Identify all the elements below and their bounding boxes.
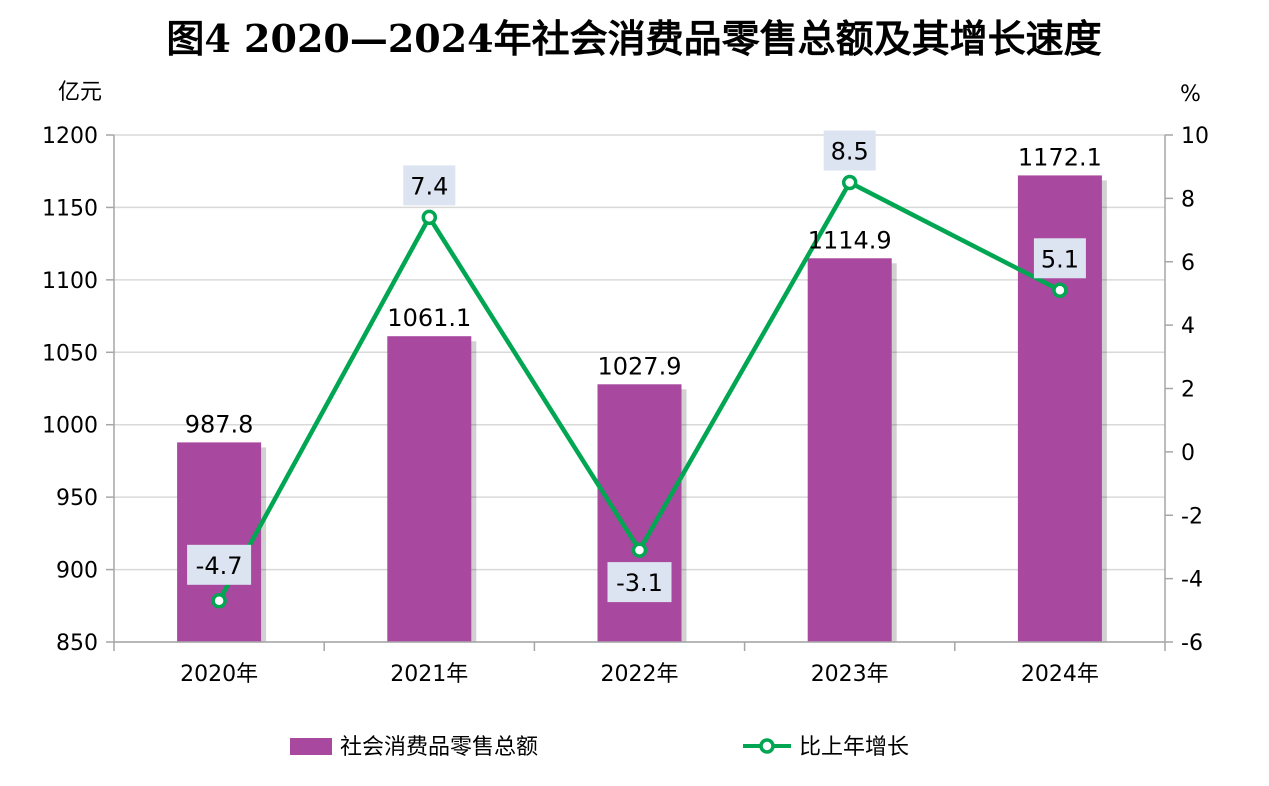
data-labels: 987.8 1061.1 1027.9 1114.9 1172.1 -4.7 7.4 -3.1… [185,130,1102,603]
line-value-label: -4.7 [196,552,243,580]
x-axis-tick-label: 2024年 [1021,662,1099,687]
legend-label-bar: 社会消费品零售总额 [340,735,538,760]
right-axis-tick-label: 10 [1181,124,1209,149]
legend-label-line: 比上年增长 [799,735,909,760]
bar-value-label: 987.8 [185,410,254,438]
line-series [211,174,1068,609]
line-label-box [1033,238,1086,279]
line-label-box [607,562,672,603]
line-label-box [403,165,456,206]
bar [807,258,892,642]
right-axis-tick-label: -6 [1181,631,1203,656]
bar-value-label: 1114.9 [808,226,892,254]
line-point [1052,282,1068,299]
right-axis-tick-label: 2 [1181,378,1195,403]
x-axis-tick-label: 2022年 [601,662,679,687]
right-axis-tick-label: -2 [1181,504,1203,529]
left-axis-tick-label: 900 [56,559,98,584]
line-point [631,542,648,558]
legend: 社会消费品零售总额 比上年增长 [290,735,909,760]
left-axis-tick-label: 850 [56,631,98,656]
line-point [421,209,438,226]
bar-value-label: 1172.1 [1018,143,1102,171]
right-axis-tick-label: 6 [1181,251,1195,276]
left-axis-tick-label: 1050 [42,341,98,366]
line-label-box [823,130,876,171]
line-value-label: -3.1 [616,569,663,597]
left-axis-tick-label: 950 [56,486,98,511]
right-axis-tick-label: -4 [1181,568,1203,593]
right-axis-tick-label: 0 [1181,441,1195,466]
left-axis-tick-label: 1000 [42,414,98,439]
legend-swatch-bar [290,738,332,755]
right-axis-unit: % [1180,82,1201,107]
chart-title: 图4 2020—2024年社会消费品零售总额及其增长速度 [166,16,1101,61]
left-axis-tick-label: 1150 [42,196,98,221]
right-axis-tick-label: 4 [1181,314,1195,339]
bar-series [177,175,1107,642]
right-axis-tick-label: 8 [1181,187,1195,212]
left-axis-unit: 亿元 [58,80,102,105]
line-value-label: 5.1 [1041,245,1079,273]
x-axis-tick-label: 2021年 [390,662,468,687]
left-axis-tick-label: 1200 [42,124,98,149]
line-label-box [187,544,252,585]
bar-value-label: 1061.1 [387,304,471,332]
bar-value-label: 1027.9 [598,352,682,380]
x-axis-tick-label: 2020年 [180,662,258,687]
bar [387,336,472,642]
bar [597,384,682,642]
line-point [211,593,227,609]
line-value-label: 8.5 [831,138,869,166]
left-axis-tick-label: 1100 [42,269,98,294]
axes: 1200 1150 1100 1050 1000 950 900 850 10 8 6 4 2 0 -2 -4… [42,124,1209,687]
x-axis-tick-label: 2023年 [811,662,889,687]
line-point [841,174,858,191]
legend-marker-line [759,738,775,754]
line-value-label: 7.4 [410,172,448,200]
bar [177,442,262,642]
